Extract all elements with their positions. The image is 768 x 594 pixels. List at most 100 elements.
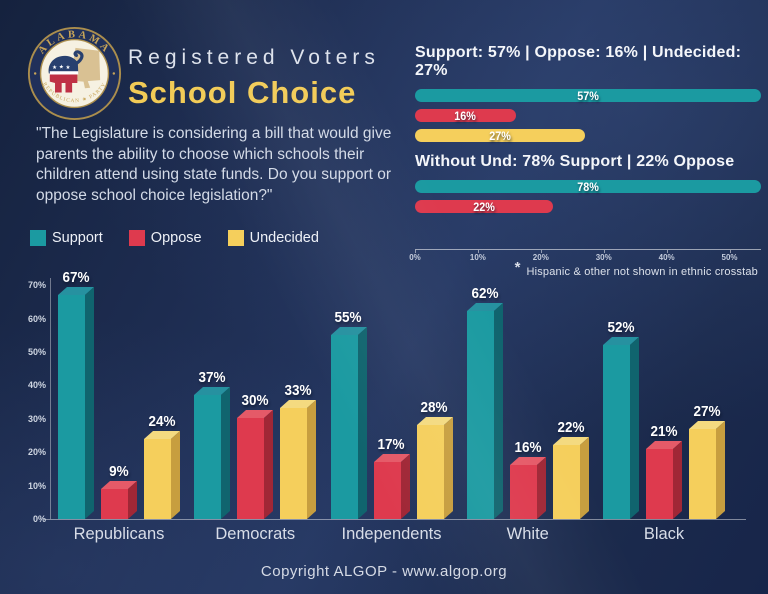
bar-3d-shape bbox=[509, 457, 546, 519]
bar-value-label: 16% bbox=[514, 439, 542, 456]
y-tick-label: 70% bbox=[27, 280, 46, 291]
bar-support: 37% bbox=[194, 369, 231, 519]
legend-swatch-undecided bbox=[227, 230, 244, 246]
summary-x-axis: 0% 10% 20% 30% 40% 50% bbox=[409, 249, 761, 267]
legend-label: Support bbox=[52, 230, 103, 246]
bar-3d-shape bbox=[646, 441, 682, 519]
poll-question-text: "The Legislature is considering a bill t… bbox=[36, 125, 392, 204]
bar-support: 52% bbox=[603, 319, 639, 519]
bar-3d-shape bbox=[58, 287, 94, 519]
legend-swatch-oppose bbox=[128, 230, 145, 246]
category-label-white: White bbox=[506, 525, 549, 543]
x-tick-label: 40% bbox=[658, 253, 675, 262]
bar-3d-shape bbox=[603, 337, 639, 519]
legend-item-oppose: Oppose bbox=[128, 230, 202, 246]
y-tick-label: 30% bbox=[27, 413, 46, 424]
svg-text:★: ★ bbox=[65, 64, 70, 71]
bar-3d-shape bbox=[466, 303, 503, 519]
bar-value-label: 33% bbox=[284, 382, 312, 399]
copyright-footer: Copyright ALGOP - www.algop.org bbox=[260, 563, 508, 580]
x-tick-mark bbox=[415, 250, 416, 253]
bar-value-label: 21% bbox=[650, 423, 678, 440]
bar-3d-shape bbox=[237, 410, 274, 519]
svg-text:★: ★ bbox=[52, 64, 57, 71]
bar-undecided: 27% bbox=[689, 403, 725, 519]
category-label-black: Black bbox=[643, 525, 685, 543]
bar-group-democrats: 37% 30% 33% bbox=[194, 369, 317, 519]
summary-bar-support: 57% bbox=[415, 89, 761, 103]
x-tick-mark bbox=[477, 250, 479, 253]
bar-value-label: 17% bbox=[377, 436, 406, 453]
bar-value-label: 67% bbox=[62, 269, 90, 286]
bar-oppose: 16% bbox=[509, 439, 546, 519]
bar-value-label: 28% bbox=[420, 399, 449, 416]
elephant-icon: ★ ★ ★ bbox=[48, 50, 84, 93]
bar-undecided: 24% bbox=[144, 413, 180, 519]
bar-oppose: 9% bbox=[101, 463, 137, 519]
category-label-democrats: Democrats bbox=[215, 525, 296, 543]
asterisk-mark: * bbox=[514, 259, 521, 276]
legend-swatch-support bbox=[30, 230, 46, 246]
x-tick-mark bbox=[729, 250, 731, 253]
bar-3d-shape bbox=[416, 417, 453, 519]
svg-text:★: ★ bbox=[59, 63, 64, 70]
summary-heading-all: Support: 57% | Oppose: 16% | Undecided: … bbox=[415, 44, 742, 79]
bar-oppose: 17% bbox=[373, 436, 410, 519]
bar-3d-shape bbox=[689, 421, 725, 519]
bar-3d-shape bbox=[373, 454, 410, 519]
summary-chart: Support: 57% | Oppose: 16% | Undecided: … bbox=[409, 44, 761, 267]
summary-bar-value: 16% bbox=[454, 108, 477, 123]
category-label-republicans: Republicans bbox=[73, 525, 165, 543]
bar-support: 67% bbox=[58, 269, 94, 519]
bar-undecided: 33% bbox=[280, 382, 317, 519]
y-tick-label: 10% bbox=[27, 480, 46, 491]
page-title-school-choice: School Choice bbox=[128, 75, 357, 110]
x-tick-label: 50% bbox=[721, 253, 738, 262]
bar-group-black: 52% 21% 27% bbox=[603, 319, 725, 519]
bar-value-label: 62% bbox=[471, 285, 499, 302]
footnote-text: Hispanic & other not shown in ethnic cro… bbox=[526, 266, 758, 278]
y-axis-line bbox=[50, 278, 51, 519]
summary-bar-support: 78% bbox=[415, 180, 761, 194]
bar-oppose: 30% bbox=[237, 392, 274, 519]
category-labels-row: Republicans Democrats Independents White Bla… bbox=[58, 525, 725, 544]
bar-3d-shape bbox=[194, 387, 231, 519]
bar-value-label: 30% bbox=[241, 392, 269, 409]
subtitle-registered-voters: Registered Voters bbox=[128, 46, 380, 69]
x-tick-mark bbox=[666, 250, 668, 253]
title-block: Registered Voters School Choice bbox=[128, 46, 380, 111]
category-label-independents: Independents bbox=[341, 525, 442, 543]
bar-value-label: 9% bbox=[109, 463, 129, 480]
summary-heading-without-und: Without Und: 78% Support | 22% Oppose bbox=[415, 153, 735, 170]
bar-value-label: 22% bbox=[557, 419, 585, 436]
bar-support: 62% bbox=[466, 285, 503, 519]
x-axis-baseline bbox=[44, 519, 746, 520]
bar-group-independents: 55% 17% 28% bbox=[330, 309, 453, 519]
bar-group-republicans: 67% 9% 24% bbox=[58, 269, 180, 519]
bar-group-white: 62% 16% 22% bbox=[466, 285, 589, 519]
x-tick-label: 0% bbox=[409, 253, 421, 262]
chart-legend: Support Oppose Undecided bbox=[30, 230, 319, 246]
x-tick-mark bbox=[603, 250, 605, 253]
x-tick-label: 20% bbox=[532, 253, 549, 262]
bar-support: 55% bbox=[330, 309, 367, 519]
y-tick-label: 20% bbox=[27, 447, 46, 458]
summary-bars-without-und: 78% 22% bbox=[415, 180, 761, 214]
summary-bar-value: 22% bbox=[473, 199, 496, 214]
bar-value-label: 37% bbox=[198, 369, 226, 386]
summary-bar-oppose: 22% bbox=[415, 199, 554, 214]
bar-value-label: 27% bbox=[693, 403, 721, 420]
y-tick-label: 60% bbox=[27, 313, 46, 324]
summary-bars-all: 57% 16% 27% bbox=[415, 89, 761, 143]
legend-label: Oppose bbox=[150, 230, 202, 246]
algop-seal-logo: ALABAMA REPUBLICAN ★ PARTY ★ ★ ★ bbox=[27, 26, 122, 121]
legend-label: Undecided bbox=[249, 230, 319, 246]
alabama-state-shape bbox=[70, 47, 101, 89]
x-tick-label: 30% bbox=[595, 253, 612, 262]
bar-undecided: 28% bbox=[416, 399, 453, 519]
grouped-bar-chart: 67% 9% 24% 37% 30% 33% 55% 17% 28% 62% 16% 22% 52% 21… bbox=[58, 269, 725, 519]
bar-value-label: 55% bbox=[334, 309, 363, 326]
summary-bar-value: 27% bbox=[489, 128, 511, 143]
legend-item-undecided: Undecided bbox=[227, 230, 319, 246]
